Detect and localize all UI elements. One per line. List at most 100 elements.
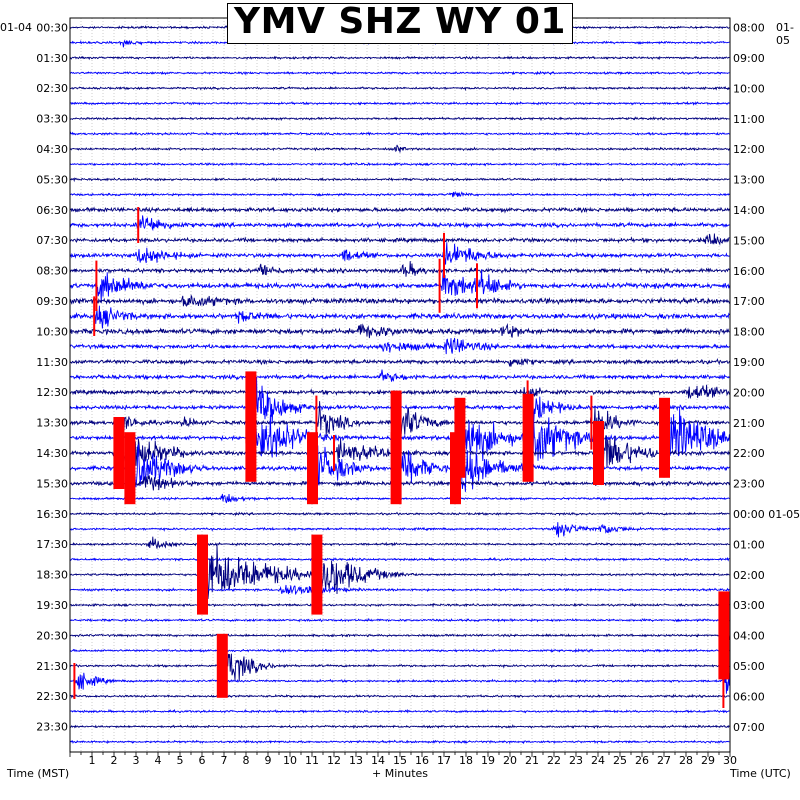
trace-row	[69, 544, 730, 599]
x-tick-label: 20	[503, 754, 517, 767]
trace-row	[69, 269, 730, 303]
clipped-signal	[307, 432, 318, 505]
clipped-signal	[216, 633, 228, 698]
right-time-label: 09:00	[733, 52, 765, 65]
x-tick-label: 3	[133, 754, 140, 767]
right-time-label: 14:00	[733, 204, 765, 217]
clipped-signal	[245, 393, 257, 482]
left-time-labels: 00:30 01:30 02:30 03:30 04:30 05:30 06:30 07:30…	[36, 21, 68, 733]
left-time-label: 17:30	[36, 538, 68, 551]
right-time-label: 22:00	[733, 447, 765, 460]
right-time-label: 12:00	[733, 143, 765, 156]
right-time-label: 01:00	[733, 538, 765, 551]
right-time-label: 00:00 01-05	[733, 508, 800, 521]
trace-row	[69, 70, 730, 76]
left-time-label: 02:30	[36, 82, 68, 95]
left-time-label: 05:30	[36, 173, 68, 186]
right-time-label: 03:00	[733, 599, 765, 612]
x-tick-label: 4	[155, 754, 162, 767]
left-time-label: 22:30	[36, 690, 68, 703]
right-time-labels: 08:00 09:00 10:00 11:00 12:00 13:00 14:00 15:00…	[733, 22, 800, 734]
trace-row	[69, 664, 730, 694]
trace-row	[70, 242, 730, 265]
trace-row	[69, 536, 730, 549]
x-tick-label: 26	[635, 754, 649, 767]
x-tick-label: 7	[221, 754, 228, 767]
clipped-signal	[113, 417, 125, 489]
right-date: 01-05	[776, 21, 794, 47]
trace-row	[69, 323, 730, 339]
clipped-signal	[718, 591, 730, 680]
left-time-label: 16:30	[36, 508, 68, 521]
clipped-signal	[124, 432, 136, 505]
left-time-label: 10:30	[36, 325, 68, 338]
clipped-signal	[197, 534, 208, 615]
left-date: 01-04	[0, 21, 32, 34]
x-tick-label: 18	[459, 754, 473, 767]
right-time-label: 15:00	[733, 234, 765, 247]
left-time-label: 04:30	[36, 143, 68, 156]
trace-row	[69, 649, 730, 682]
x-tick-label: 1	[89, 754, 96, 767]
x-tick-label: 29	[701, 754, 715, 767]
trace-row	[69, 55, 730, 61]
clipped-signal	[522, 393, 534, 482]
trace-row	[69, 162, 730, 167]
x-tick-label: 30	[723, 754, 737, 767]
right-time-label: 11:00	[733, 113, 765, 126]
clipped-signal	[450, 432, 461, 505]
left-time-label: 14:30	[36, 447, 68, 460]
chart-title: YMV SHZ WY 01	[234, 1, 566, 42]
clipped-signal	[390, 390, 402, 455]
left-time-label: 15:30	[36, 477, 68, 490]
left-time-label: 20:30	[36, 629, 68, 642]
trace-row	[69, 617, 730, 623]
grid-layer	[70, 18, 730, 752]
x-axis-ticks: 1 2 3 4 5 6 7 8 9 10 11 12 13 14 15 16 17 18 19 20 21 22 23 24 2…	[69, 752, 737, 767]
left-time-label: 19:30	[36, 599, 68, 612]
left-time-label: 23:30	[36, 721, 68, 734]
left-time-label: 18:30	[36, 569, 68, 582]
right-time-label: 02:00	[733, 569, 765, 582]
trace-row	[69, 144, 730, 153]
x-tick-label: 22	[547, 754, 561, 767]
trace-row	[69, 511, 730, 517]
left-axis-label: Time (MST)	[6, 767, 69, 780]
trace-row	[69, 739, 730, 745]
x-tick-label: 17	[437, 754, 451, 767]
x-tick-label: 8	[243, 754, 250, 767]
trace-row	[69, 261, 730, 277]
right-time-label: 06:00	[733, 690, 765, 703]
trace-row	[69, 294, 730, 307]
left-time-label: 01:30	[36, 52, 68, 65]
right-time-label: 16:00	[733, 265, 765, 278]
trace-row	[69, 116, 730, 122]
x-tick-label: 5	[177, 754, 184, 767]
left-time-label: 07:30	[36, 234, 68, 247]
clipped-signal	[593, 421, 604, 485]
trace-row	[69, 233, 730, 246]
right-time-label: 23:00	[733, 478, 765, 491]
x-tick-label: 14	[371, 754, 385, 767]
trace-row	[69, 337, 730, 355]
trace-row	[69, 131, 730, 137]
x-tick-label: 21	[525, 754, 539, 767]
right-time-label: 19:00	[733, 356, 765, 369]
trace-row	[69, 176, 730, 183]
left-time-label: 12:30	[36, 386, 68, 399]
right-time-label: 18:00	[733, 326, 765, 339]
left-time-label: 21:30	[36, 660, 68, 673]
trace-row	[69, 85, 730, 92]
clip-layer	[73, 207, 730, 708]
trace-row	[69, 708, 730, 714]
x-axis-label: + Minutes	[372, 767, 428, 780]
x-tick-label: 24	[591, 754, 605, 767]
right-time-label: 07:00	[733, 721, 765, 734]
x-tick-label: 15	[393, 754, 407, 767]
trace-row	[69, 369, 730, 382]
right-axis-label: Time (UTC)	[729, 767, 791, 780]
left-time-label: 13:30	[36, 417, 68, 430]
x-tick-label: 10	[283, 754, 297, 767]
left-time-label: 06:30	[36, 204, 68, 217]
